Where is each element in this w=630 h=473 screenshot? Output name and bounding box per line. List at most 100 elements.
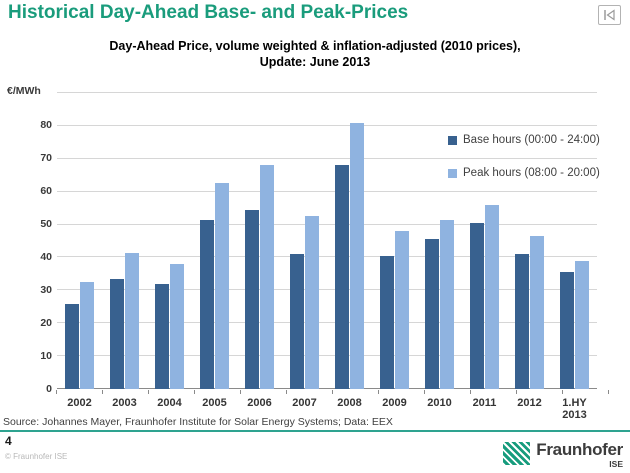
fraunhofer-logo-sub: ISE: [609, 459, 623, 469]
peak-bar-2003: [125, 252, 139, 389]
fraunhofer-logo-icon: [503, 442, 531, 465]
peak-bar-1-HY-2013: [575, 260, 589, 389]
x-axis-line: [57, 388, 597, 389]
bar-group-2006: [237, 93, 282, 389]
base-bar-2005: [200, 219, 214, 389]
bar-series: [57, 93, 597, 389]
y-axis-labels: 0 10 20 30 40 50 60 70 80: [18, 93, 52, 394]
chart-title-line2: Update: June 2013: [259, 55, 371, 69]
bar-group-2003: [102, 93, 147, 389]
y-tick-label-10: 10: [40, 349, 52, 362]
footer-divider: [0, 430, 630, 432]
legend-swatch-peak: [448, 168, 457, 178]
peak-bar-2006: [260, 165, 274, 389]
x-category-label: 2012: [517, 397, 542, 409]
base-bar-2006: [245, 209, 259, 389]
fraunhofer-logo-wordmark: Fraunhofer ISE: [536, 440, 623, 469]
fraunhofer-logo-text: Fraunhofer: [536, 440, 623, 459]
base-bar-1-HY-2013: [560, 272, 574, 389]
peak-bar-2005: [215, 183, 229, 389]
base-bar-2010: [425, 239, 439, 389]
x-category-label: 2007: [292, 397, 317, 409]
base-bar-2009: [380, 255, 394, 389]
x-category-label: 2009: [382, 397, 407, 409]
page-number: 4: [5, 434, 12, 448]
x-category-label: 2004: [157, 397, 182, 409]
peak-bar-2007: [305, 216, 319, 389]
x-tick: [194, 390, 240, 394]
bar-group-2010: [417, 93, 462, 389]
x-category-label: 2008: [337, 397, 362, 409]
y-tick-label-50: 50: [40, 218, 52, 231]
copyright-note: © Fraunhofer ISE: [5, 452, 68, 461]
x-tick: [470, 390, 516, 394]
x-category-label: 2003: [112, 397, 137, 409]
x-tick: [102, 390, 148, 394]
x-axis-labels: 2002 2003 2004 2005 2006 2007 2008 2009 2010 2011…: [57, 397, 597, 421]
x-category-label: 2002: [67, 397, 92, 409]
base-bar-2004: [155, 283, 169, 389]
x-category-label: 1.HY 2013: [562, 397, 587, 421]
x-tick: [378, 390, 424, 394]
y-tick-label-40: 40: [40, 250, 52, 263]
base-bar-2008: [335, 165, 349, 389]
chart-title: Day-Ahead Price, volume weighted & infla…: [0, 38, 630, 70]
x-tick: [148, 390, 194, 394]
x-tick: [562, 390, 608, 394]
bar-group-2005: [192, 93, 237, 389]
x-tick: [332, 390, 378, 394]
gridline-60: [57, 190, 597, 192]
plot-area: [57, 92, 597, 389]
fraunhofer-logo: Fraunhofer ISE: [503, 440, 623, 469]
legend-label-peak: Peak hours (08:00 - 20:00): [463, 167, 600, 179]
gridline-40: [57, 256, 597, 258]
legend-item-base: Base hours (00:00 - 24:00): [448, 134, 600, 146]
gridline-20: [57, 322, 597, 324]
bar-group-2002: [57, 93, 102, 389]
gridline-80: [57, 124, 597, 126]
y-axis-unit-label: €/MWh: [7, 85, 41, 97]
skip-to-start-icon: [602, 8, 617, 22]
x-axis-ticks: [56, 390, 609, 394]
x-category-label: 2010: [427, 397, 452, 409]
bar-group-1-HY-2013: [552, 93, 597, 389]
x-category-label: 2006: [247, 397, 272, 409]
chart-title-line1: Day-Ahead Price, volume weighted & infla…: [109, 39, 521, 53]
legend-item-peak: Peak hours (08:00 - 20:00): [448, 167, 600, 179]
bar-group-2008: [327, 93, 372, 389]
gridline-30: [57, 289, 597, 291]
x-category-label: 2005: [202, 397, 227, 409]
peak-bar-2008: [350, 122, 364, 389]
bar-group-2009: [372, 93, 417, 389]
peak-bar-2010: [440, 219, 454, 389]
x-tick: [286, 390, 332, 394]
base-bar-2002: [65, 303, 79, 389]
x-tick: [240, 390, 286, 394]
y-tick-label-60: 60: [40, 185, 52, 198]
peak-bar-2012: [530, 236, 544, 389]
page-title: Historical Day-Ahead Base- and Peak-Pric…: [8, 2, 409, 23]
legend-label-base: Base hours (00:00 - 24:00): [463, 134, 600, 146]
peak-bar-2009: [395, 231, 409, 389]
bar-group-2012: [507, 93, 552, 389]
base-bar-2007: [290, 254, 304, 389]
x-tick: [424, 390, 470, 394]
bar-group-2007: [282, 93, 327, 389]
x-category-label: 2011: [472, 397, 497, 409]
skip-to-start-button[interactable]: [598, 5, 621, 25]
peak-bar-2002: [80, 282, 94, 389]
y-tick-label-30: 30: [40, 283, 52, 296]
bar-group-2011: [462, 93, 507, 389]
peak-bar-2011: [485, 204, 499, 389]
legend-swatch-base: [448, 135, 457, 145]
y-tick-label-0: 0: [46, 382, 52, 395]
legend: Base hours (00:00 - 24:00) Peak hours (0…: [448, 134, 600, 200]
x-tick: [56, 390, 102, 394]
y-tick-label-70: 70: [40, 152, 52, 165]
base-bar-2003: [110, 278, 124, 389]
source-note: Source: Johannes Mayer, Fraunhofer Insti…: [3, 416, 393, 428]
gridline-50: [57, 223, 597, 225]
gridline-70: [57, 157, 597, 159]
gridline-10: [57, 355, 597, 357]
